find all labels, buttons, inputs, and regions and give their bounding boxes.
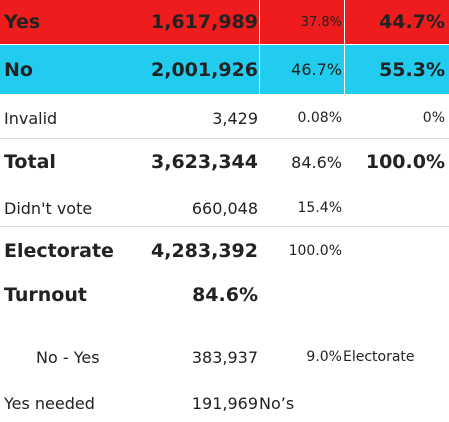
row-invalid: Invalid 3,429 0.08% 0% (0, 98, 449, 138)
row-didnt-vote: Didn't vote 660,048 15.4% (0, 190, 449, 226)
cell-divider (259, 0, 260, 44)
didnt-vote-votes: 660,048 (191, 198, 258, 218)
row-yes-needed: Yes needed 191,969 No’s (0, 384, 449, 422)
electorate-pct: 100.0% (288, 243, 342, 259)
no-votes: 2,001,926 (151, 58, 258, 81)
yes-votes: 1,617,989 (151, 11, 258, 33)
total-label: Total (4, 151, 56, 173)
row-divider (0, 226, 449, 227)
no-minus-yes-pct: 9.0% (306, 349, 342, 365)
no-pct-valid: 55.3% (379, 58, 445, 81)
invalid-votes: 3,429 (212, 108, 258, 128)
electorate-votes: 4,283,392 (151, 240, 258, 262)
no-minus-yes-label: No - Yes (36, 347, 100, 367)
cell-divider (344, 0, 345, 44)
row-divider (0, 138, 449, 139)
yes-pct-electorate: 37.8% (300, 14, 342, 30)
total-pct-valid: 100.0% (365, 151, 445, 173)
yes-needed-label: Yes needed (4, 393, 95, 413)
yes-pct-valid: 44.7% (379, 11, 445, 33)
no-label: No (4, 58, 33, 81)
no-pct-electorate: 46.7% (291, 60, 342, 79)
cell-divider (344, 45, 345, 94)
invalid-pct-valid: 0% (422, 110, 445, 126)
no-minus-yes-note: Electorate (343, 349, 415, 365)
yes-needed-votes: 191,969 (191, 393, 258, 413)
cell-divider (259, 45, 260, 94)
total-pct-electorate: 84.6% (291, 152, 342, 172)
row-electorate: Electorate 4,283,392 100.0% (0, 230, 449, 272)
turnout-value: 84.6% (192, 284, 258, 306)
row-turnout: Turnout 84.6% (0, 273, 449, 317)
row-no: No 2,001,926 46.7% 55.3% (0, 45, 449, 94)
didnt-vote-pct-electorate: 15.4% (297, 200, 342, 216)
row-no-minus-yes: No - Yes 383,937 9.0% Electorate (0, 338, 449, 376)
turnout-label: Turnout (4, 284, 87, 306)
invalid-pct-electorate: 0.08% (297, 110, 342, 126)
row-total: Total 3,623,344 84.6% 100.0% (0, 140, 449, 184)
didnt-vote-label: Didn't vote (4, 198, 93, 218)
invalid-label: Invalid (4, 108, 58, 128)
row-yes: Yes 1,617,989 37.8% 44.7% (0, 0, 449, 44)
total-votes: 3,623,344 (151, 151, 258, 173)
electorate-label: Electorate (4, 240, 114, 262)
no-minus-yes-votes: 383,937 (191, 347, 258, 367)
yes-needed-note: No’s (259, 393, 295, 413)
yes-label: Yes (4, 11, 41, 33)
